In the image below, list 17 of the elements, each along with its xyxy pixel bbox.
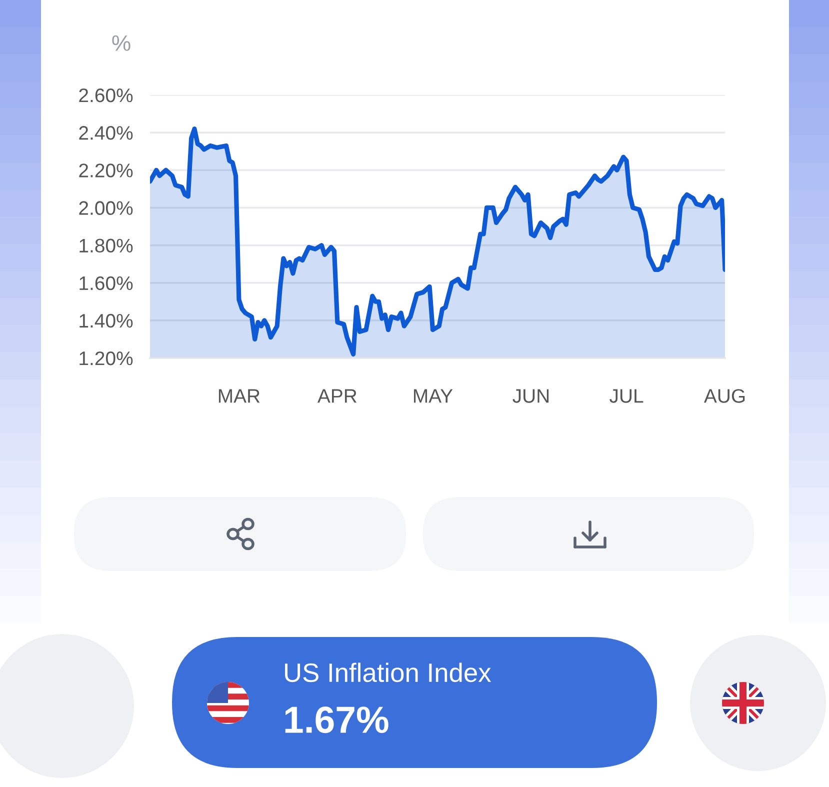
- y-tick-label: 2.60%: [79, 88, 133, 102]
- x-tick-label: MAR: [218, 389, 260, 403]
- y-tick-label: 2.40%: [79, 126, 133, 140]
- text: 1.67%: [285, 706, 388, 734]
- x-tick-label: JUN: [512, 389, 549, 403]
- x-tick-label: MAY: [414, 389, 453, 403]
- x-tick-label: JUL: [610, 389, 644, 403]
- y-tick-label: 2.00%: [79, 201, 133, 215]
- y-tick-label: 1.80%: [80, 238, 133, 253]
- y-tick-label: 1.60%: [80, 276, 133, 290]
- y-axis-title: %: [112, 35, 130, 51]
- x-tick-label: AUG: [704, 389, 745, 403]
- text: US Inflation Index: [285, 662, 492, 682]
- y-tick-label: 1.20%: [80, 351, 133, 366]
- y-tick-label: 2.20%: [79, 164, 133, 178]
- x-tick-label: APR: [317, 389, 357, 403]
- y-tick-label: 1.40%: [80, 314, 133, 328]
